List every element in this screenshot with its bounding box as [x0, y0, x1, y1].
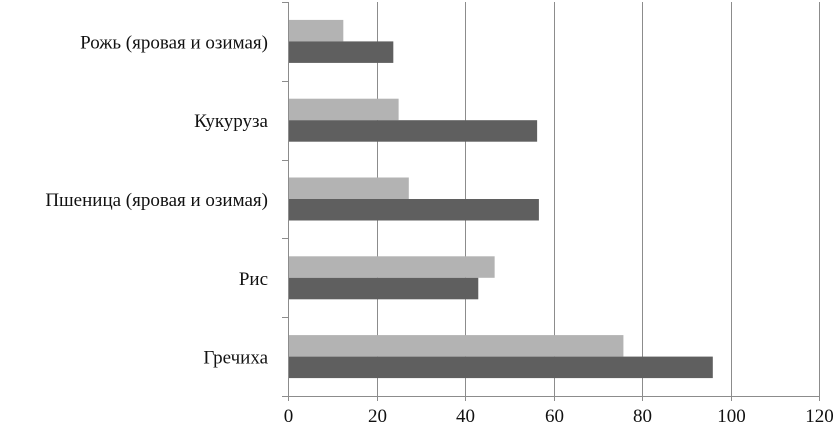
- category-label: Рис: [239, 269, 268, 290]
- bar-series2-cat1: [288, 41, 394, 63]
- bar-series1-cat3: [288, 177, 409, 199]
- bar-series2-cat5: [288, 356, 713, 379]
- x-tick-label-20: 20: [368, 406, 387, 427]
- bar-series1-cat4: [288, 256, 495, 278]
- x-tick-label-100: 100: [717, 406, 746, 427]
- bar-series2-cat3: [288, 199, 539, 221]
- x-tick-label-60: 60: [545, 406, 564, 427]
- category-label: Пшеница (яровая и озимая): [45, 190, 268, 211]
- bar-series2-cat2: [288, 120, 538, 142]
- bar-series1-cat2: [288, 98, 399, 121]
- x-tick-label-80: 80: [633, 406, 652, 427]
- category-label: Гречиха: [203, 348, 268, 369]
- x-tick-label-40: 40: [456, 406, 475, 427]
- category-label: Рожь (яровая и озимая): [80, 32, 268, 53]
- category-labels: Рожь (яровая и озимая) Кукуруза Пшеница (я…: [45, 32, 268, 368]
- x-tick-label-0: 0: [284, 406, 294, 427]
- category-label: Кукуруза: [194, 111, 268, 132]
- bar-series1-cat5: [288, 335, 624, 357]
- bar-series1-cat1: [288, 19, 344, 42]
- axes: [282, 2, 820, 401]
- x-tick-label-120: 120: [805, 406, 834, 427]
- gridlines: [377, 2, 820, 396]
- bar-series2-cat4: [288, 277, 479, 300]
- x-tick-labels: 0 20 40 60 80 100 120: [284, 406, 834, 427]
- bars: [288, 19, 713, 379]
